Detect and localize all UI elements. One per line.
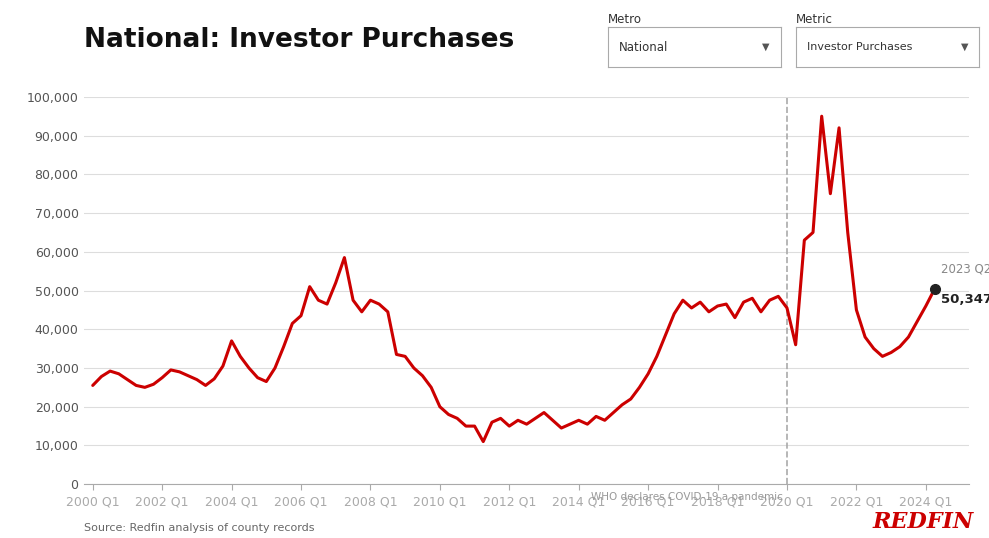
Text: 2023 Q2: 2023 Q2: [942, 263, 989, 275]
Text: Investor Purchases: Investor Purchases: [807, 42, 913, 52]
Text: ▼: ▼: [960, 42, 968, 52]
Text: WHO declares COVID-19 a pandemic: WHO declares COVID-19 a pandemic: [590, 492, 782, 502]
Text: Metric: Metric: [796, 13, 833, 26]
Text: National: National: [619, 40, 668, 54]
Text: National: Investor Purchases: National: Investor Purchases: [84, 27, 514, 53]
Text: 50,347: 50,347: [942, 293, 989, 306]
Text: Metro: Metro: [608, 13, 642, 26]
Text: Source: Redfin analysis of county records: Source: Redfin analysis of county record…: [84, 522, 315, 533]
Text: REDFIN: REDFIN: [873, 511, 974, 533]
Text: ▼: ▼: [762, 42, 769, 52]
